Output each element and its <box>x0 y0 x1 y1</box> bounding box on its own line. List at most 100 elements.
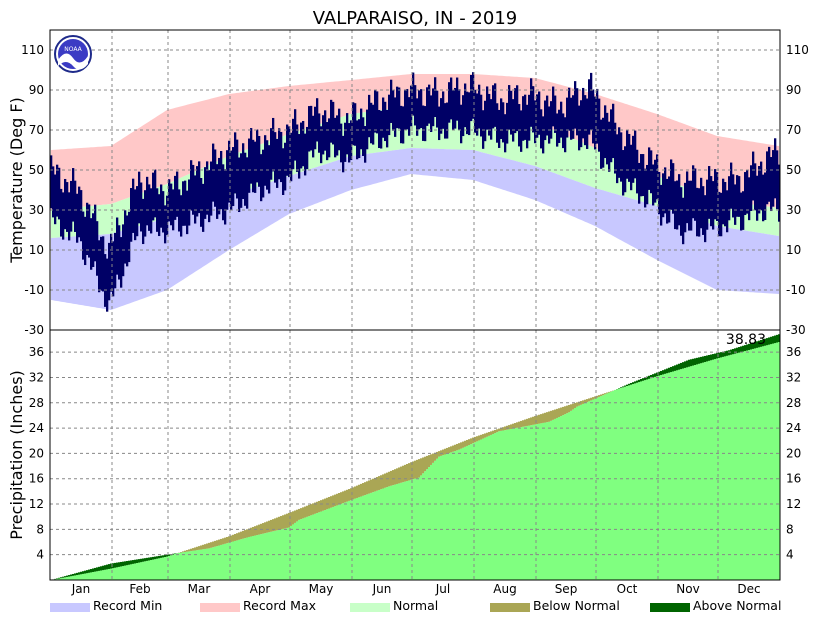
precip-below-normal-bar <box>548 411 551 422</box>
daily-temp-bar <box>488 93 491 136</box>
precip-normal-bar <box>92 572 95 580</box>
precip-above-normal-bar <box>680 362 683 370</box>
precip-actual-bar <box>242 538 245 580</box>
daily-temp-bar <box>692 165 695 219</box>
daily-temp-bar <box>104 254 107 307</box>
precip-below-normal-bar <box>424 456 427 472</box>
precip-actual-bar <box>268 532 271 580</box>
precipitation-total-annotation: 38.83 <box>726 332 766 348</box>
daily-temp-bar <box>382 97 385 138</box>
precip-below-normal-bar <box>308 504 311 517</box>
precip-above-normal-bar <box>74 573 77 576</box>
precip-actual-bar <box>504 430 507 580</box>
precip-actual-bar <box>386 487 389 580</box>
precip-below-normal-bar <box>366 481 369 495</box>
daily-temp-bar <box>510 90 513 135</box>
precip-normal-bar <box>110 568 113 580</box>
precip-above-normal-bar <box>716 353 719 359</box>
precip-above-normal-bar <box>58 577 61 579</box>
precip-above-normal-bar <box>130 560 133 565</box>
daily-temp-bar <box>102 236 105 292</box>
precip-below-normal-bar <box>496 429 499 433</box>
precip-actual-bar <box>212 547 215 580</box>
precip-above-normal-bar <box>776 334 779 343</box>
precip-normal-bar <box>776 342 779 580</box>
precip-below-normal-bar <box>362 483 365 496</box>
daily-temp-bar <box>524 94 527 140</box>
precip-actual-bar <box>602 395 605 580</box>
precip-above-normal-bar <box>710 354 713 361</box>
precipitation-panel <box>50 330 781 580</box>
precip-actual-bar <box>508 429 511 580</box>
plot-frames <box>49 29 781 581</box>
daily-temp-bar <box>308 106 311 152</box>
daily-temp-bar <box>430 95 433 132</box>
precip-below-normal-bar <box>328 496 331 509</box>
precip-actual-bar <box>482 438 485 580</box>
precip-above-normal-bar <box>652 374 655 378</box>
month-tick: Nov <box>676 582 699 596</box>
daily-temp-bar <box>356 120 359 160</box>
precip-actual-bar <box>234 540 237 580</box>
daily-temp-bar <box>550 101 553 139</box>
precip-actual-bar <box>356 497 359 580</box>
precip-above-normal-bar <box>748 343 751 350</box>
daily-temp-bar <box>580 100 583 148</box>
daily-temp-bar <box>632 135 635 183</box>
precip-below-normal-bar <box>238 532 241 540</box>
precip-normal-bar <box>176 553 179 580</box>
precip-actual-bar <box>578 405 581 580</box>
precip-actual-bar <box>246 537 249 580</box>
precip-below-normal-bar <box>566 405 569 414</box>
temp-tick-right: 10 <box>786 243 801 257</box>
daily-temp-bar <box>364 126 367 163</box>
daily-temp-bar <box>420 89 423 129</box>
daily-temp-bar <box>680 187 683 236</box>
daily-temp-bar <box>182 181 185 226</box>
daily-temp-bar <box>750 165 753 211</box>
precip-above-normal-bar <box>84 570 87 574</box>
noaa-logo-icon: NOAA <box>54 35 92 73</box>
precip-below-normal-bar <box>294 510 297 523</box>
daily-temp-bar <box>754 163 757 211</box>
precip-below-normal-bar <box>266 521 269 533</box>
precip-below-normal-bar <box>284 514 287 529</box>
precip-normal-bar <box>634 383 637 580</box>
precip-actual-bar <box>538 423 541 580</box>
legend-label: Record Max <box>243 598 316 613</box>
precip-actual-bar <box>596 397 599 580</box>
precip-above-normal-bar <box>626 384 629 386</box>
daily-temp-bar <box>140 182 143 232</box>
precip-normal-bar <box>724 356 727 580</box>
precip-normal-bar <box>762 346 765 580</box>
daily-temp-bar <box>62 192 65 240</box>
precip-below-normal-bar <box>262 523 265 534</box>
precip-above-normal-bar <box>134 559 137 564</box>
precip-above-normal-bar <box>120 561 123 567</box>
precip-normal-bar <box>678 369 681 580</box>
daily-temp-bar <box>700 177 703 229</box>
daily-temp-bar <box>606 112 609 165</box>
precip-actual-bar <box>368 493 371 580</box>
precip-above-normal-bar <box>714 353 717 360</box>
daily-temp-bar <box>172 189 175 231</box>
precip-below-normal-bar <box>226 536 229 544</box>
precip-below-normal-bar <box>444 448 447 455</box>
precip-below-normal-bar <box>346 489 349 502</box>
daily-temp-bar <box>656 154 659 200</box>
daily-temp-bar <box>210 161 213 216</box>
daily-temp-bar <box>628 133 631 182</box>
daily-temp-bar <box>490 99 493 140</box>
daily-temp-bar <box>286 124 289 176</box>
daily-temp-bar <box>736 175 739 217</box>
precip-below-normal-bar <box>602 393 605 396</box>
daily-temp-bar <box>194 175 197 224</box>
precip-actual-bar <box>498 431 501 580</box>
daily-temp-bar <box>738 176 741 217</box>
precip-below-normal-bar <box>554 409 557 419</box>
precip-actual-bar <box>552 419 555 580</box>
precip-above-normal-bar <box>128 560 131 565</box>
precip-actual-bar <box>434 460 437 580</box>
precip-actual-bar <box>352 499 355 580</box>
daily-temp-bar <box>448 82 451 123</box>
